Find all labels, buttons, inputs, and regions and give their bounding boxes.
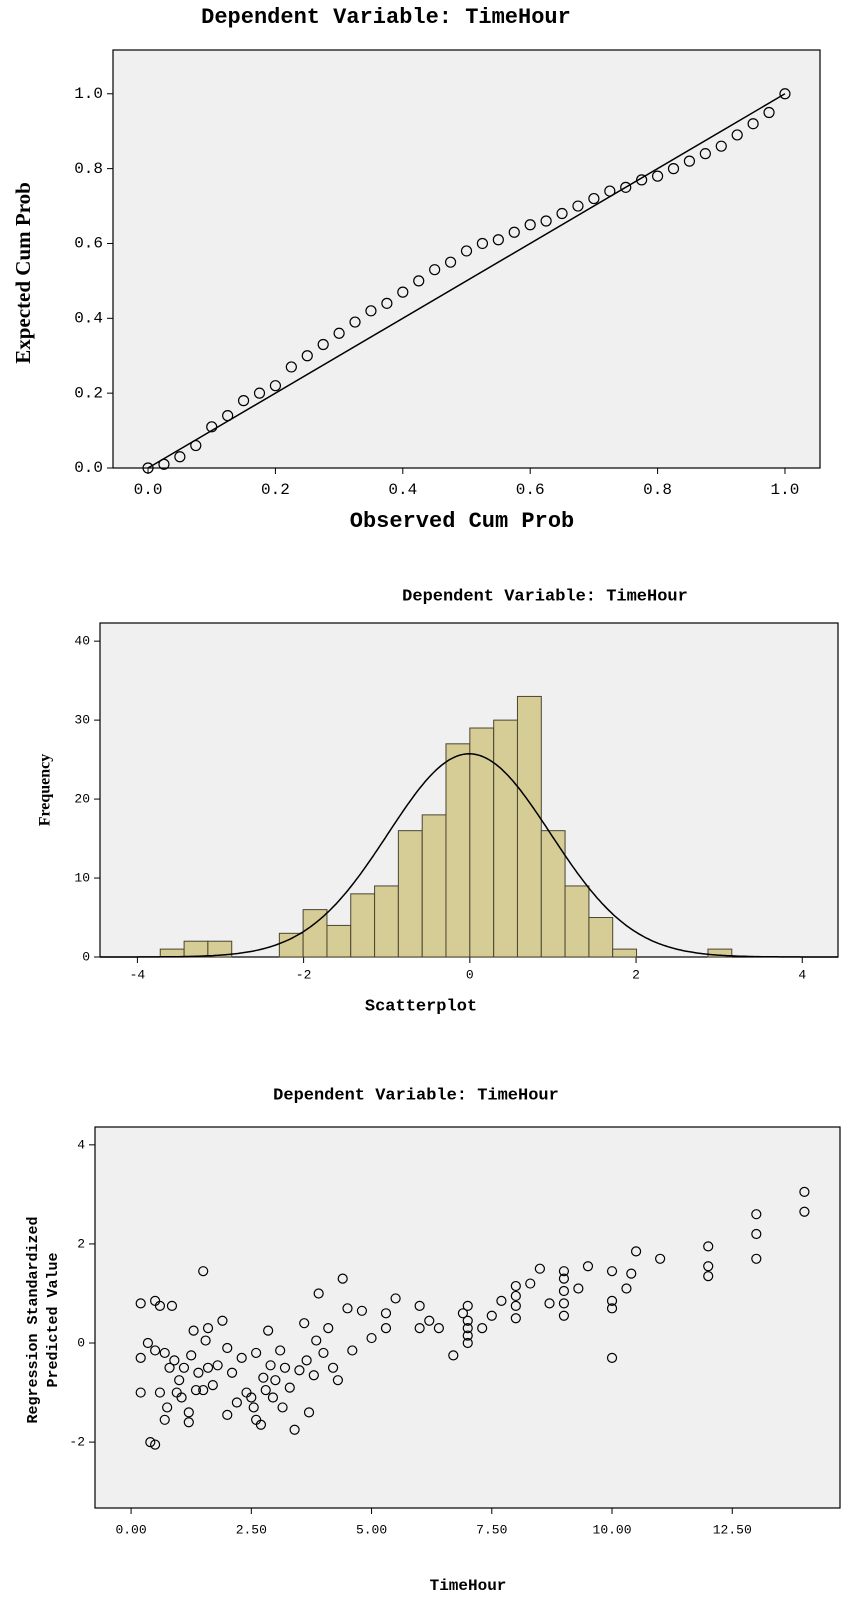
x-tick-label: 2 [632, 967, 640, 982]
bar [398, 831, 422, 957]
y-tick-label: 0.0 [74, 459, 103, 477]
chart-subtitle: Dependent Variable: TimeHour [273, 1086, 559, 1105]
y-tick-label: 20 [74, 792, 90, 807]
bar [160, 949, 184, 957]
x-tick-label: 1.0 [771, 481, 800, 499]
x-tick-label: 0.0 [134, 481, 163, 499]
bar [279, 933, 303, 957]
x-tick-label: 5.00 [356, 1522, 387, 1537]
y-tick-label: 0.8 [74, 160, 103, 178]
x-tick-label: 7.50 [476, 1522, 507, 1537]
x-tick-label: 10.00 [593, 1522, 632, 1537]
chart-title: Dependent Variable: TimeHour [402, 587, 688, 606]
x-tick-label: 4 [798, 967, 806, 982]
x-axis-label: TimeHour [430, 1577, 507, 1595]
x-tick-label: -4 [130, 967, 146, 982]
bar [613, 949, 637, 957]
plot-area [113, 50, 820, 468]
x-tick-label: 0 [466, 967, 474, 982]
x-tick-label: 0.00 [115, 1522, 146, 1537]
bar [184, 941, 208, 957]
x-tick-label: 0.4 [388, 481, 417, 499]
y-tick-label: 4 [77, 1137, 85, 1152]
bar [327, 925, 351, 957]
x-tick-label: 0.2 [261, 481, 290, 499]
y-tick-label: 10 [74, 870, 90, 885]
bar [565, 886, 589, 957]
x-tick-label: 12.50 [713, 1522, 752, 1537]
y-axis-label: Predicted Value [45, 1252, 62, 1387]
y-axis-label: Regression Standardized [25, 1216, 42, 1423]
bar [470, 728, 494, 957]
chart-title: Dependent Variable: TimeHour [201, 5, 571, 30]
chart-page: Dependent Variable: TimeHour Observed Cum… [0, 0, 858, 1602]
page: Dependent Variable: TimeHour Observed Cum… [0, 0, 858, 1602]
y-tick-label: 0 [77, 1335, 85, 1350]
y-tick-label: 30 [74, 713, 90, 728]
y-tick-label: 2 [77, 1236, 85, 1251]
x-tick-label: 2.50 [236, 1522, 267, 1537]
x-axis-label: Observed Cum Prob [350, 509, 574, 534]
y-tick-label: 0.2 [74, 384, 103, 402]
x-tick-label: 0.6 [516, 481, 545, 499]
bar [422, 815, 446, 957]
y-tick-label: 40 [74, 634, 90, 649]
bar [351, 894, 375, 957]
bar [517, 696, 541, 957]
bar [375, 886, 399, 957]
y-axis-label: Frequency [37, 754, 54, 827]
y-tick-label: 1.0 [74, 85, 103, 103]
chart-title: Scatterplot [365, 997, 477, 1016]
bar [589, 918, 613, 957]
y-tick-label: 0.4 [74, 310, 103, 328]
x-tick-label: 0.8 [643, 481, 672, 499]
bar [494, 720, 518, 957]
y-tick-label: -2 [69, 1435, 85, 1450]
y-tick-label: 0.6 [74, 235, 103, 253]
plot-area [95, 1127, 840, 1508]
y-axis-label: Expected Cum Prob [11, 182, 35, 364]
x-tick-label: -2 [296, 967, 312, 982]
y-tick-label: 0 [82, 949, 90, 964]
bar [446, 744, 470, 957]
